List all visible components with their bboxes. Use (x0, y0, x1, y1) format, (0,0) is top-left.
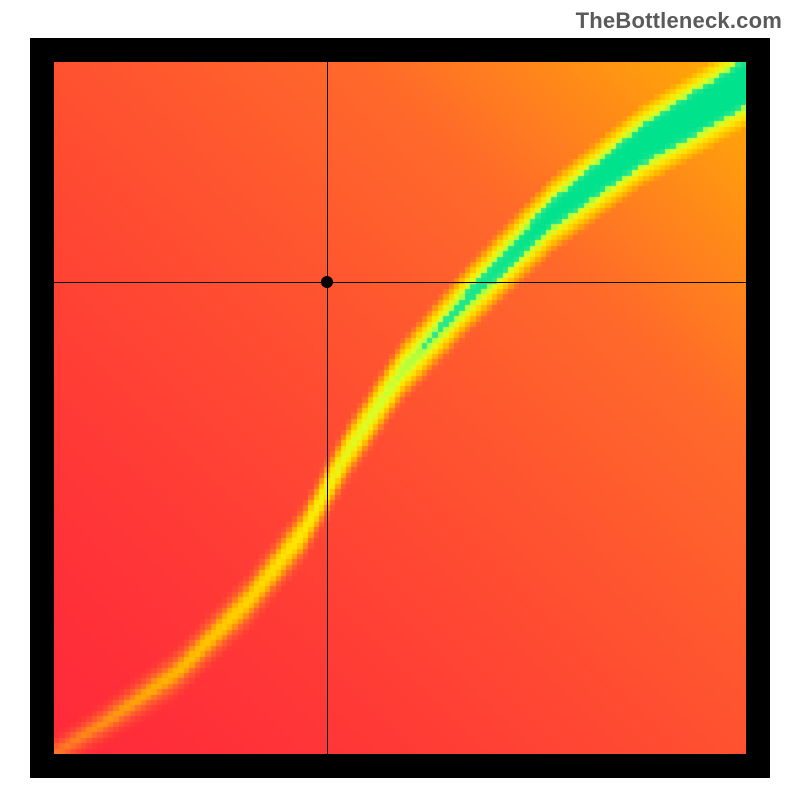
attribution-text: TheBottleneck.com (576, 8, 782, 34)
heatmap-canvas (54, 62, 746, 754)
chart-container: TheBottleneck.com (0, 0, 800, 800)
plot-outer-frame (30, 38, 770, 778)
plot-area (54, 62, 746, 754)
